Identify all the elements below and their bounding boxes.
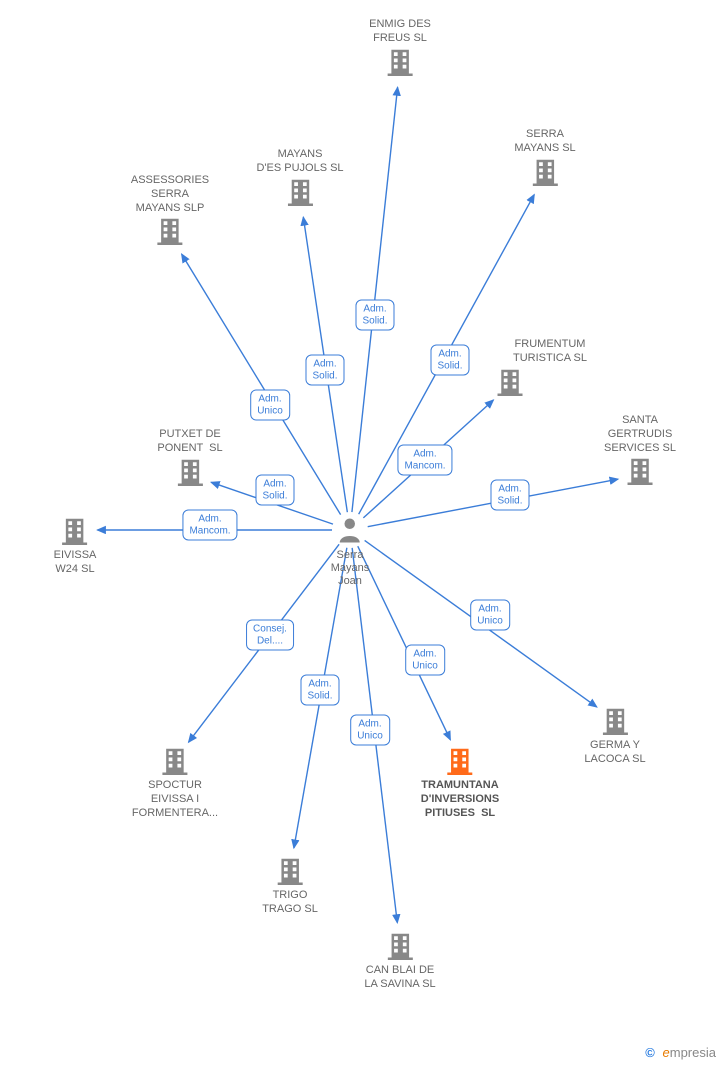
company-node[interactable]: SPOCTUREIVISSA IFORMENTERA... <box>132 745 218 820</box>
company-label: GERMA YLACOCA SL <box>584 739 645 767</box>
watermark: © empresia <box>645 1045 716 1060</box>
edge-label: Adm.Mancom. <box>397 445 452 476</box>
company-node[interactable]: GERMA YLACOCA SL <box>584 705 645 767</box>
company-label: TRIGOTRAGO SL <box>262 889 318 917</box>
edge-label: Adm.Solid. <box>355 300 394 331</box>
company-label: ASSESSORIESSERRAMAYANS SLP <box>131 174 209 215</box>
company-node[interactable]: CAN BLAI DELA SAVINA SL <box>364 930 435 992</box>
company-label: SPOCTUREIVISSA IFORMENTERA... <box>132 779 218 820</box>
building-icon <box>175 456 205 486</box>
company-node[interactable]: SANTAGERTRUDISSERVICES SL <box>604 414 676 489</box>
building-icon <box>275 855 305 885</box>
edge-label: Adm.Solid. <box>430 345 469 376</box>
building-icon <box>495 366 525 396</box>
company-node[interactable]: TRAMUNTANAD'INVERSIONSPITIUSES SL <box>421 745 499 820</box>
building-icon <box>60 515 90 545</box>
company-label: ENMIG DESFREUS SL <box>369 18 431 46</box>
company-label: FRUMENTUMTURISTICA SL <box>513 338 587 366</box>
company-label: CAN BLAI DELA SAVINA SL <box>364 964 435 992</box>
edge-label: Adm.Solid. <box>305 355 344 386</box>
edge-label: Consej.Del.... <box>246 620 294 651</box>
center-person: SerraMayansJoan <box>331 515 370 589</box>
building-icon <box>385 930 415 960</box>
center-person-label: SerraMayansJoan <box>331 549 370 589</box>
edge-label: Adm.Solid. <box>255 475 294 506</box>
building-icon <box>285 176 315 206</box>
edge-label: Adm.Unico <box>250 390 290 421</box>
building-icon <box>385 46 415 76</box>
edge-label: Adm.Unico <box>405 645 445 676</box>
person-icon <box>335 515 365 545</box>
brand-e: e <box>663 1045 670 1060</box>
company-node[interactable]: MAYANSD'ES PUJOLS SL <box>256 148 343 210</box>
building-icon <box>625 455 655 485</box>
company-label: MAYANSD'ES PUJOLS SL <box>256 148 343 176</box>
edge-label: Adm.Solid. <box>300 675 339 706</box>
brand-rest: mpresia <box>670 1045 716 1060</box>
company-node[interactable]: ASSESSORIESSERRAMAYANS SLP <box>131 174 209 249</box>
company-node[interactable]: SERRAMAYANS SL <box>514 128 575 190</box>
building-icon <box>600 705 630 735</box>
company-label: SERRAMAYANS SL <box>514 128 575 156</box>
company-label: SANTAGERTRUDISSERVICES SL <box>604 414 676 455</box>
edge-label: Adm.Unico <box>470 600 510 631</box>
company-node[interactable]: TRIGOTRAGO SL <box>262 855 318 917</box>
company-node[interactable]: FRUMENTUMTURISTICA SL <box>473 338 547 400</box>
building-icon <box>160 745 190 775</box>
company-node[interactable]: ENMIG DESFREUS SL <box>369 18 431 80</box>
copyright-symbol: © <box>645 1045 655 1060</box>
edge-label: Adm.Unico <box>350 715 390 746</box>
edge-label: Adm.Mancom. <box>182 510 237 541</box>
building-icon <box>445 745 475 775</box>
building-icon <box>530 156 560 186</box>
building-icon <box>155 215 185 245</box>
company-node[interactable]: EIVISSAW24 SL <box>54 515 97 577</box>
company-label: PUTXET DEPONENT SL <box>157 428 222 456</box>
company-node[interactable]: PUTXET DEPONENT SL <box>157 428 222 490</box>
edge-label: Adm.Solid. <box>490 480 529 511</box>
company-label: EIVISSAW24 SL <box>54 549 97 577</box>
company-label: TRAMUNTANAD'INVERSIONSPITIUSES SL <box>421 779 499 820</box>
